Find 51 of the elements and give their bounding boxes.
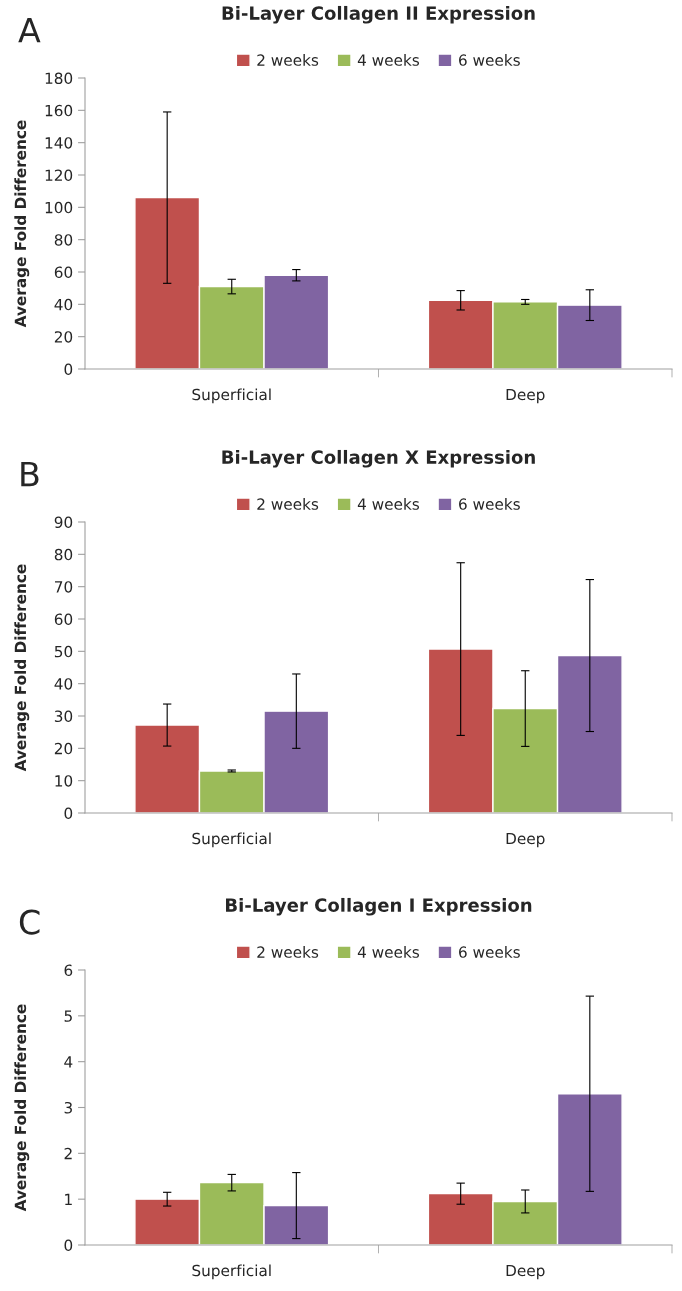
y-tick-label: 0 [64, 1239, 73, 1252]
y-tick-label: 30 [54, 710, 73, 723]
y-tick-label: 20 [54, 331, 73, 343]
legend-label: 4 weeks [357, 54, 420, 66]
y-tick-label: 5 [64, 1010, 72, 1022]
y-tick-label: 60 [54, 266, 73, 279]
y-axis-title: Average Fold Difference [14, 120, 30, 328]
y-tick-label: 10 [55, 775, 73, 787]
legend-label: 2 weeks [257, 54, 319, 66]
text: B [21, 461, 39, 487]
x-tick-label: Deep [506, 388, 545, 404]
text: C [19, 909, 40, 935]
y-axis-title: Average Fold Difference [14, 1004, 30, 1212]
y-axis-title: Average Fold Difference [14, 564, 30, 772]
legend-label: 6 weeks [459, 498, 520, 510]
x-tick-label: Deep [506, 832, 545, 848]
y-tick-label: 180 [45, 72, 73, 85]
y-tick-label: 2 [64, 1147, 72, 1160]
x-tick-label: Superficial [192, 388, 271, 404]
x-tick-label: Deep [506, 1264, 545, 1280]
y-tick-label: 40 [54, 678, 73, 690]
y-tick-label: 70 [55, 581, 73, 593]
legend-label: 4 weeks [357, 946, 420, 958]
y-tick-label: 140 [45, 137, 73, 149]
legend-label: 4 weeks [357, 498, 420, 510]
y-tick-label: 40 [54, 298, 73, 311]
x-tick-label: Superficial [192, 832, 271, 848]
y-tick-label: 1 [65, 1193, 72, 1205]
chart-title: Bi-Layer Collagen X Expression [222, 449, 535, 468]
text: A [18, 17, 41, 43]
y-tick-label: 6 [64, 964, 73, 977]
y-tick-label: 50 [54, 645, 73, 658]
y-tick-label: 0 [64, 363, 73, 376]
y-tick-label: 120 [45, 169, 73, 182]
y-tick-label: 20 [54, 742, 73, 755]
y-tick-label: 3 [64, 1101, 72, 1114]
chart-title: Bi-Layer Collagen II Expression [222, 5, 535, 24]
y-tick-label: 80 [54, 234, 73, 246]
legend-label: 6 weeks [459, 54, 520, 66]
y-tick-label: 60 [54, 613, 73, 626]
y-tick-label: 90 [54, 516, 73, 529]
y-tick-label: 160 [45, 104, 73, 117]
chart-title: Bi-Layer Collagen I Expression [226, 897, 532, 916]
y-tick-label: 100 [45, 201, 73, 214]
y-tick-label: 4 [64, 1056, 73, 1068]
x-tick-label: Superficial [192, 1264, 271, 1280]
y-tick-label: 80 [54, 548, 73, 561]
legend-label: 2 weeks [257, 946, 319, 958]
legend-label: 6 weeks [459, 946, 520, 958]
legend-label: 2 weeks [257, 498, 319, 510]
y-tick-label: 0 [64, 807, 73, 820]
